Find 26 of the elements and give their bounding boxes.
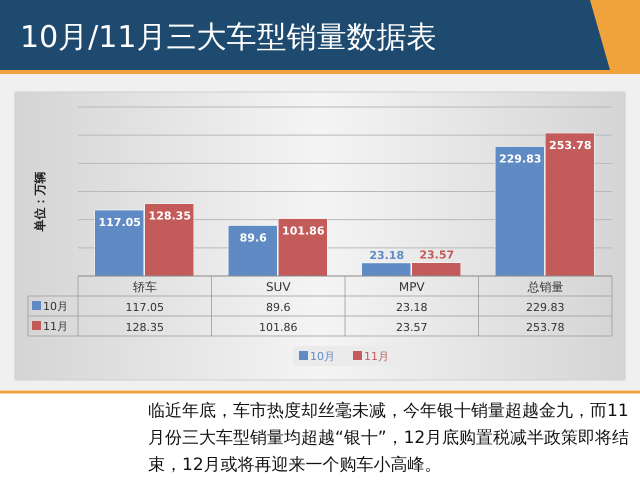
- text: 23.18: [396, 301, 428, 314]
- data-label: 253.78: [549, 139, 592, 152]
- data-label: 128.35: [148, 210, 192, 223]
- x-tick-label: 轿车: [132, 280, 157, 294]
- text: 10月: [43, 300, 68, 313]
- text: 临近年底，车市热度却丝毫未减，今年银十销量超越金九，而11月份三大车型销量均超越“银十”，12月底购置税减半政策即将结束，12月或将再迎来一个购车小高峰。: [148, 400, 630, 477]
- text: 253.78: [526, 321, 564, 334]
- text: 89.6: [266, 301, 290, 314]
- text: 128.35: [126, 321, 164, 334]
- data-label: 23.57: [419, 248, 454, 262]
- text: 11月: [43, 320, 68, 333]
- data-label: 89.6: [240, 232, 268, 245]
- legend-label: 10月: [310, 350, 335, 363]
- y-axis-title: 单位：万辆: [33, 172, 47, 232]
- data-label: 101.86: [282, 224, 325, 238]
- data-label: 117.05: [98, 216, 141, 230]
- text: 101.86: [259, 321, 298, 334]
- text: 23.57: [396, 321, 428, 334]
- x-tick-label: MPV: [398, 280, 426, 294]
- x-tick-label: SUV: [266, 280, 292, 294]
- text: 117.05: [126, 301, 164, 314]
- data-label: 229.83: [498, 152, 542, 166]
- text: 229.83: [526, 301, 564, 314]
- x-tick-label: 总销量: [526, 280, 564, 294]
- data-label: 23.18: [369, 248, 404, 262]
- chart-title: 10月/11月三大车型销量数据表: [20, 20, 436, 55]
